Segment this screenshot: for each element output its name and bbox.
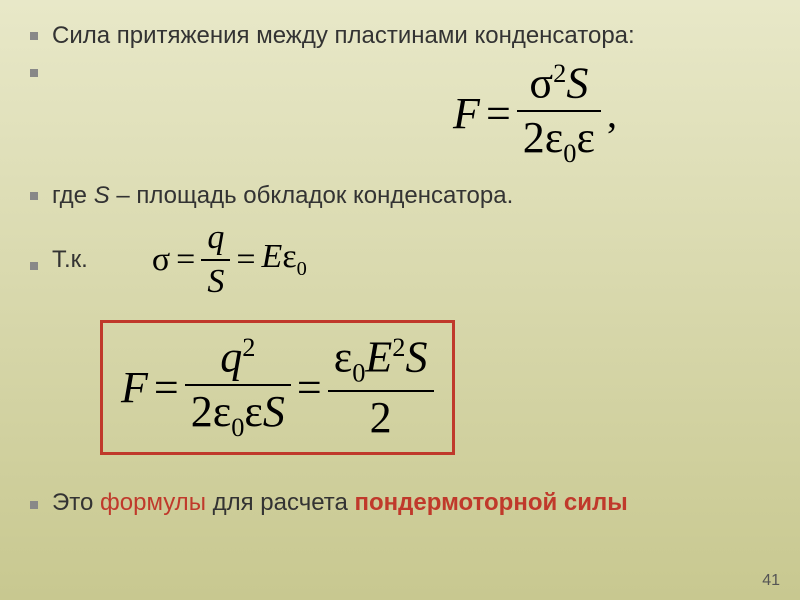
formula1-exp: 2 [553, 58, 566, 88]
box-E: E [365, 333, 392, 382]
box-F: F [121, 362, 148, 413]
sigma-formula: σ = q S = Eε0 [152, 217, 307, 302]
box-eps2: ε [244, 387, 262, 436]
box-S: S [263, 387, 285, 436]
line2-pre: где [52, 182, 94, 209]
bullet-dot-icon [30, 69, 38, 77]
box-2-r: 2 [364, 392, 398, 444]
line2-post: – площадь обкладок конденсатора. [110, 182, 514, 209]
box-exp2: 2 [242, 332, 255, 362]
bullet-5: Это формулы для расчета пондермоторной с… [30, 489, 760, 517]
box-q: q [220, 333, 242, 382]
box-2: 2 [191, 387, 213, 436]
sigma-S: S [201, 261, 230, 302]
page-number: 41 [762, 572, 780, 590]
final-red: формулы [100, 489, 206, 516]
bullet-dot-icon [30, 32, 38, 40]
box-exp2-r: 2 [392, 332, 405, 362]
sigma-q: q [201, 217, 230, 258]
bullet-1-text: Сила притяжения между пластинами конденс… [52, 20, 635, 51]
bullet-4: Т.к. σ = q S = Eε0 [30, 217, 760, 302]
formula1-S: S [566, 59, 588, 108]
sigma-eq2: = [236, 241, 255, 279]
final-text: Это формулы для расчета пондермоторной с… [52, 489, 628, 517]
box-S-r: S [406, 333, 428, 382]
bullet-1: Сила притяжения между пластинами конденс… [30, 20, 760, 51]
box-sub0-r: 0 [352, 358, 365, 388]
formula1-eq: = [486, 88, 511, 139]
slide: Сила притяжения между пластинами конденс… [0, 0, 800, 600]
sigma-eps: ε [282, 238, 296, 275]
line2-S: S [94, 182, 110, 209]
formula-1: F = σ2S 2ε0ε , [310, 57, 760, 170]
bullet-3: где S – площадь обкладок конденсатора. [30, 180, 760, 211]
bullet-3-text: где S – площадь обкладок конденсатора. [52, 180, 513, 211]
sigma-E: E [262, 238, 283, 275]
formula1-2: 2 [523, 113, 545, 162]
bullet-dot-icon [30, 192, 38, 200]
sigma-eq: = [176, 241, 195, 279]
bullet-dot-icon [30, 501, 38, 509]
bullet-4-text: Т.к. [52, 244, 88, 275]
formula1-eps: ε [545, 113, 563, 162]
final-mid: для расчета [206, 489, 355, 516]
box-eq: = [154, 362, 179, 413]
formula1-eps2: ε [576, 113, 594, 162]
formula1-sigma: σ [529, 59, 553, 108]
boxed-formula: F = q2 2ε0εS = ε0E2S 2 [100, 320, 455, 455]
box-eps: ε [213, 387, 231, 436]
final-pre: Это [52, 489, 100, 516]
formula1-lhs: F [453, 88, 480, 139]
formula1-comma: , [607, 90, 617, 137]
box-eq2: = [297, 362, 322, 413]
sigma-sigma: σ [152, 241, 170, 279]
final-bold: пондермоторной силы [355, 489, 628, 516]
bullet-dot-icon [30, 262, 38, 270]
box-sub0: 0 [231, 412, 244, 442]
sigma-sub0: 0 [297, 258, 307, 280]
box-eps-r: ε [334, 333, 352, 382]
formula1-sub0: 0 [563, 138, 576, 168]
